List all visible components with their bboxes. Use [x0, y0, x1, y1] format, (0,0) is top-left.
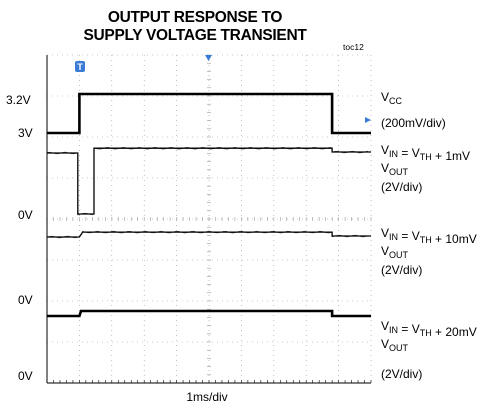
label-ch3-condition-part: + 10mV — [432, 232, 477, 246]
label-ch2-condition-part: V — [381, 143, 389, 157]
trigger-marker-body — [75, 61, 85, 72]
label-ch4-vout-part: OUT — [389, 343, 409, 353]
label-ch2-condition-part: TH — [420, 152, 432, 162]
label-vcc: VCC — [381, 90, 403, 106]
label-ch2-condition-part: = V — [398, 146, 420, 160]
label-ch4-condition-part: TH — [420, 328, 432, 338]
label-ch2-condition: VIN = VTH + 1mV — [381, 143, 470, 163]
label-ch2-condition-part: IN — [389, 149, 398, 159]
trigger-marker-top: T — [75, 61, 85, 72]
left-label-0v-ch3: 0V — [18, 293, 33, 307]
label-ch2-vout: VOUT — [381, 161, 409, 177]
label-ch3-condition-part: TH — [420, 235, 432, 245]
label-vcc-scale: (200mV/div) — [381, 116, 446, 130]
label-ch3-condition-part: V — [381, 226, 389, 240]
label-ch4-vout: VOUT — [381, 337, 409, 353]
trace-channel-4 — [47, 309, 371, 318]
label-ch4-condition-part: = V — [398, 322, 420, 336]
left-label-3v: 3V — [18, 126, 33, 140]
label-ch3-condition-part: = V — [398, 229, 420, 243]
label-ch4-condition: VIN = VTH + 20mV — [381, 319, 477, 339]
label-vcc-part: CC — [389, 96, 402, 106]
label-ch4-condition-part: + 20mV — [432, 325, 477, 339]
trigger-position-arrow — [205, 55, 212, 61]
label-ch3-condition: VIN = VTH + 10mV — [381, 226, 477, 246]
trigger-level-arrow — [365, 117, 371, 123]
label-ch2-scale: (2V/div) — [381, 180, 422, 194]
label-ch4-condition-part: V — [381, 319, 389, 333]
scope-traces — [46, 92, 371, 318]
chart-title-line2: SUPPLY VOLTAGE TRANSIENT — [83, 27, 307, 44]
scope-grid — [46, 54, 372, 384]
label-ch4-condition-part: IN — [389, 325, 398, 335]
figure-tag: toc12 — [343, 42, 364, 52]
trace-noise-channel-2 — [46, 146, 369, 216]
trace-channel-1 — [47, 92, 371, 135]
label-ch2-vout-part: V — [381, 161, 389, 175]
trace-channel-2 — [47, 147, 371, 215]
trigger-marker-label: T — [77, 62, 83, 72]
label-ch3-scale: (2V/div) — [381, 263, 422, 277]
label-ch2-condition-part: + 1mV — [432, 149, 470, 163]
left-label-3-2v: 3.2V — [6, 93, 31, 107]
channel-labels: VCC(200mV/div)VIN = VTH + 1mVVOUT(2V/div… — [381, 90, 477, 381]
x-axis-label: 1ms/div — [186, 390, 227, 404]
label-ch3-vout-part: OUT — [389, 250, 409, 260]
label-vcc-part: V — [381, 90, 389, 104]
left-label-0v-ch2: 0V — [18, 208, 33, 222]
chart-title-line1: OUTPUT RESPONSE TO — [108, 9, 283, 26]
label-ch3-vout-part: V — [381, 244, 389, 258]
trace-channel-3 — [47, 231, 371, 238]
label-ch3-condition-part: IN — [389, 232, 398, 242]
trace-noise-channel-3 — [46, 230, 369, 239]
label-ch2-vout-part: OUT — [389, 167, 409, 177]
label-ch4-scale: (2V/div) — [381, 367, 422, 381]
label-ch3-vout: VOUT — [381, 244, 409, 260]
left-label-0v-ch4: 0V — [18, 369, 33, 383]
label-ch4-vout-part: V — [381, 337, 389, 351]
